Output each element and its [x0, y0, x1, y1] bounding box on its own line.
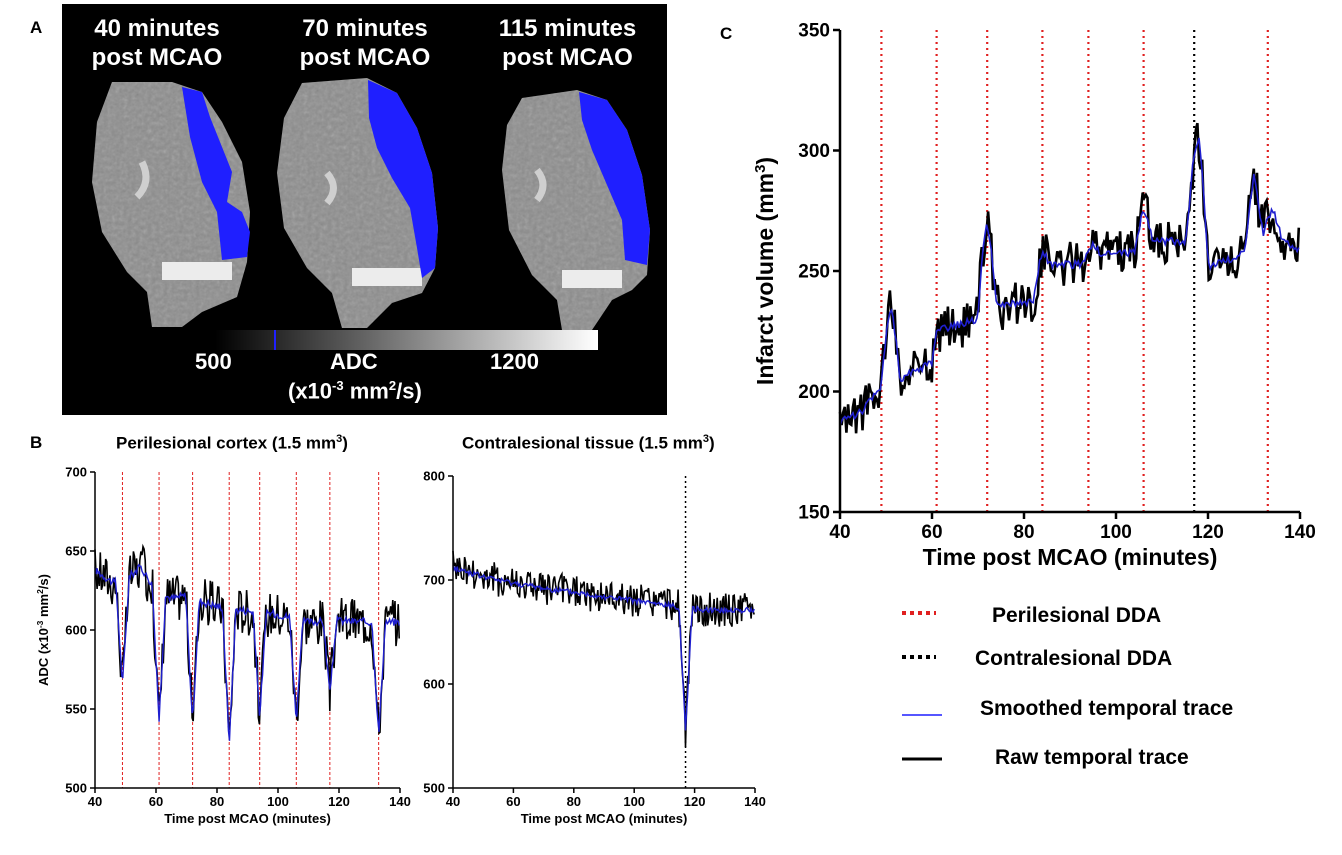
lesion-region: [368, 80, 438, 278]
x-axis-label: Time post MCAO (minutes): [164, 811, 331, 826]
lesion-region: [579, 92, 650, 265]
x-tick-label: 60: [149, 794, 163, 809]
y-tick-label: 600: [423, 677, 445, 692]
y-tick-label: 600: [65, 623, 87, 638]
x-tick-label: 100: [623, 794, 645, 809]
y-tick-label: 550: [65, 702, 87, 717]
y-tick-label: 300: [798, 141, 830, 162]
x-tick-label: 40: [829, 522, 850, 543]
colorbar-unit: (x10-3 mm2/s): [288, 378, 422, 404]
raw-trace: [94, 543, 400, 735]
mri-title-115: 115 minutes post MCAO: [498, 15, 637, 71]
colorbar-max-label: 1200: [490, 349, 539, 374]
x-tick-label: 100: [1100, 522, 1132, 543]
adc-colorbar: [215, 330, 598, 350]
colorbar-marker: [274, 330, 276, 350]
smoothed-trace: [94, 563, 400, 741]
x-tick-label: 60: [921, 522, 942, 543]
brain-slice-40: [92, 82, 250, 327]
colorbar-min-label: 500: [195, 349, 232, 374]
y-tick-label: 250: [798, 262, 830, 283]
x-tick-label: 120: [1192, 522, 1224, 543]
x-tick-label: 140: [1284, 522, 1316, 543]
y-axis-label: ADC (x10-3 mm2/s): [35, 574, 51, 686]
y-axis-label: Infarct volume (mm3): [752, 157, 779, 385]
x-tick-label: 80: [567, 794, 581, 809]
x-tick-label: 140: [389, 794, 411, 809]
x-tick-label: 60: [506, 794, 520, 809]
legend-swatch-smoothed: [902, 714, 942, 716]
x-tick-label: 80: [210, 794, 224, 809]
y-tick-label: 350: [798, 21, 830, 42]
y-tick-label: 650: [65, 544, 87, 559]
brain-slice-70: [277, 78, 438, 328]
perilesional-chart: 40 60 80 100 120 140 500 550 600 650 700 Time post …: [35, 465, 411, 826]
panel-label-b: B: [30, 433, 43, 452]
lesion-region: [182, 87, 250, 260]
mri-title-70: 70 minutes post MCAO: [299, 15, 431, 71]
x-tick-label: 140: [744, 794, 766, 809]
x-tick-label: 100: [267, 794, 289, 809]
y-tick-label: 200: [798, 382, 830, 403]
x-axis-label: Time post MCAO (minutes): [521, 811, 688, 826]
legend-raw: Raw temporal trace: [995, 746, 1189, 769]
mri-title-40: 40 minutes post MCAO: [91, 15, 223, 71]
y-tick-label: 500: [65, 781, 87, 796]
x-tick-label: 40: [446, 794, 460, 809]
mri-panel: 40 minutes post MCAO 70 minutes post MCAO …: [62, 4, 667, 415]
panel-label-c: C: [720, 24, 733, 43]
contralesional-chart: 40 60 80 100 120 140 500 600 700 800 Time post MCA…: [423, 469, 766, 826]
legend-smoothed: Smoothed temporal trace: [980, 697, 1234, 720]
legend-contralesional: Contralesional DDA: [975, 647, 1173, 670]
smoothed-trace: [839, 137, 1300, 426]
contralesional-chart-title: Contralesional tissue (1.5 mm3): [462, 433, 715, 453]
colorbar-title: ADC: [330, 349, 378, 374]
y-tick-label: 700: [65, 465, 87, 480]
infarct-volume-chart: 40 60 80 100 120 140 150 200 250 300 350 Time post …: [752, 21, 1316, 570]
legend-swatch-contralesional: [902, 655, 936, 659]
panel-label-a: A: [30, 18, 43, 37]
y-tick-label: 800: [423, 469, 445, 484]
x-tick-label: 40: [88, 794, 102, 809]
legend-swatch-perilesional: [902, 611, 936, 615]
smoothed-trace: [452, 565, 755, 731]
legend-perilesional: Perilesional DDA: [992, 604, 1162, 627]
raw-trace: [838, 122, 1301, 434]
x-tick-label: 120: [328, 794, 350, 809]
y-tick-label: 700: [423, 573, 445, 588]
legend-swatch-raw: [902, 757, 942, 761]
x-axis-label: Time post MCAO (minutes): [923, 544, 1218, 570]
x-tick-label: 80: [1013, 522, 1034, 543]
y-tick-label: 150: [798, 503, 830, 524]
perilesional-chart-title: Perilesional cortex (1.5 mm3): [116, 433, 348, 453]
y-tick-label: 500: [423, 781, 445, 796]
x-tick-label: 120: [684, 794, 706, 809]
brain-slice-115: [502, 90, 650, 330]
